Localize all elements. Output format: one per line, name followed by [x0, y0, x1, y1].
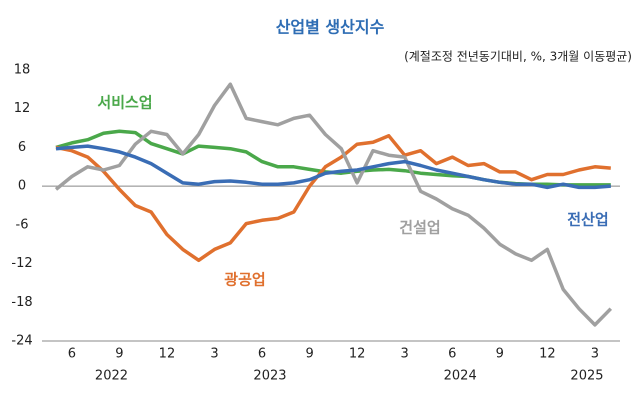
- y-tick-label: 12: [14, 101, 31, 116]
- y-tick-label: -18: [11, 295, 32, 310]
- chart-title: 산업별 생산지수: [276, 18, 385, 37]
- series-label: 건설업: [399, 219, 440, 237]
- x-tick-label: 6: [258, 347, 266, 362]
- year-label: 2025: [570, 369, 603, 384]
- y-tick-label: 18: [14, 63, 31, 78]
- series-label: 광공업: [224, 271, 265, 289]
- y-tick-label: 6: [18, 140, 26, 155]
- x-tick-label: 6: [448, 347, 456, 362]
- x-tick-label: 12: [539, 347, 556, 362]
- x-tick-label: 9: [115, 347, 123, 362]
- series-label: 전산업: [567, 211, 608, 229]
- x-tick-label: 9: [305, 347, 313, 362]
- x-tick-label: 12: [159, 347, 176, 362]
- series-line: [55, 134, 611, 263]
- x-tick-label: 3: [591, 347, 599, 362]
- series-label: 서비스업: [97, 94, 152, 112]
- series-line: [55, 144, 611, 190]
- y-tick-label: 0: [18, 179, 26, 194]
- year-label: 2022: [95, 369, 128, 384]
- chart-subtitle: (계절조정 전년동기대비, %, 3개월 이동평균): [404, 50, 632, 64]
- year-label: 2024: [444, 369, 477, 384]
- x-tick-label: 9: [496, 347, 504, 362]
- year-label: 2023: [253, 369, 286, 384]
- x-tick-label: 3: [210, 347, 218, 362]
- x-tick-label: 6: [68, 347, 76, 362]
- x-tick-label: 3: [401, 347, 409, 362]
- series-line: [54, 82, 613, 327]
- y-tick-label: -24: [11, 334, 32, 349]
- y-tick-label: -6: [16, 217, 29, 232]
- y-tick-label: -12: [11, 256, 32, 271]
- x-tick-label: 12: [349, 347, 366, 362]
